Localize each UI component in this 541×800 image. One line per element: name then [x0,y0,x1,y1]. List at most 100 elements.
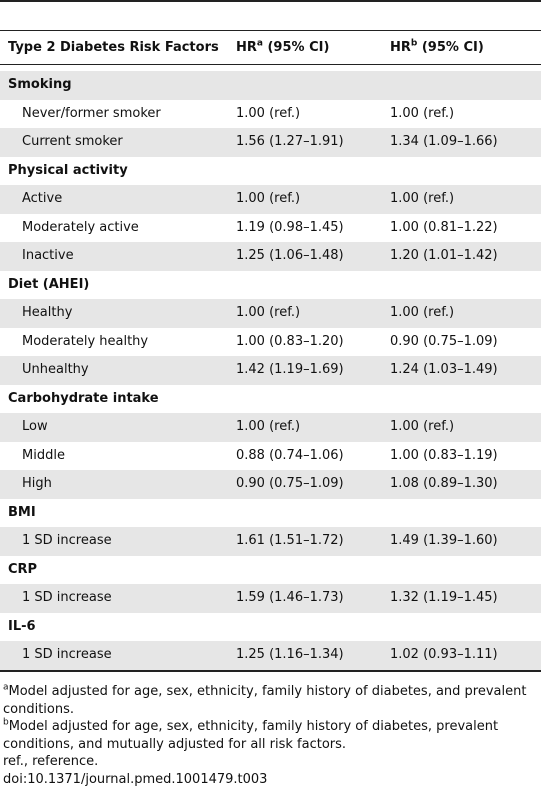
header-cell: Type 2 Diabetes Risk Factors [8,31,219,64]
cell: 0.90 (0.75–1.09) [236,470,344,499]
row-label: Low [22,419,48,434]
row-label: Never/former smoker [22,105,161,121]
footnotes: a Model adjusted for age, sex, ethnicity,… [3,683,539,788]
cell: Low [22,413,48,442]
cell: Physical activity [8,157,128,186]
cell: 1.00 (ref.) [236,299,300,328]
row-label: High [22,476,52,491]
hr-value: 1.34 (1.09–1.66) [390,134,498,149]
header-text: HR [390,40,411,55]
data-row: Moderately healthy 1.00 (0.83–1.20) 0.90 (… [0,327,541,357]
cell: BMI [8,499,36,528]
cell: 1.19 (0.98–1.45) [236,214,344,243]
data-row: Unhealthy 1.42 (1.19–1.69) 1.24 (1.03–1.49… [0,356,541,385]
cell: 1.00 (ref.) [236,185,300,214]
hr-value: 1.00 (ref.) [390,191,455,206]
row-label: Unhealthy [22,362,89,377]
cell: 1.25 (1.16–1.34) [236,641,344,670]
cell: 1.24 (1.03–1.49) [390,356,498,385]
row-label: 1 SD increase [22,533,112,548]
cell: 1.00 (ref.) [236,100,300,129]
superscript: b [410,38,418,49]
group-row: CRP [0,555,541,585]
footnote-text: ref., reference. [3,754,99,769]
superscript: a [256,38,263,49]
cell: 0.88 (0.74–1.06) [236,442,344,471]
cell: High [22,470,52,499]
header-text: Type 2 Diabetes Risk Factors [8,40,219,55]
data-row: Middle 0.88 (0.74–1.06) 1.00 (0.83–1.19) [0,441,541,471]
cell: 1 SD increase [22,527,112,556]
row-label: Moderately healthy [22,333,149,349]
cell: 1.42 (1.19–1.69) [236,356,344,385]
cell: Carbohydrate intake [8,385,159,414]
rule [0,669,541,672]
hr-value: 1.19 (0.98–1.45) [236,219,344,235]
cell: 1 SD increase [22,641,112,670]
cell: 1.00 (ref.) [390,299,454,328]
hr-value: 0.90 (0.75–1.09) [390,333,498,349]
cell: 1.49 (1.39–1.60) [390,527,498,556]
hr-value: 1.32 (1.19–1.45) [390,590,498,605]
superscript: a [3,682,9,693]
hr-value: 1.00 (0.81–1.22) [390,219,498,235]
hr-value: 1.61 (1.51–1.72) [236,533,344,548]
hr-value: 1.00 (ref.) [236,419,301,434]
row-label: 1 SD increase [22,590,112,605]
data-row: Inactive 1.25 (1.06–1.48) 1.20 (1.01–1.42) [0,242,541,271]
cell: 1.02 (0.93–1.11) [390,641,498,670]
cell: 1.00 (0.83–1.19) [390,442,498,471]
cell: 1.00 (ref.) [390,185,454,214]
rule [0,0,541,2]
row-label: Middle [22,447,65,463]
hr-value: 1.25 (1.06–1.48) [236,248,344,263]
cell: Middle [22,442,65,471]
group-row: Carbohydrate intake [0,384,541,414]
row-label: Moderately active [22,219,139,235]
data-row: 1 SD increase 1.59 (1.46–1.73) 1.32 (1.19–… [0,584,541,613]
footnote: aModel adjusted for age, sex, ethnicity,… [3,683,539,718]
data-row: Moderately active 1.19 (0.98–1.45) 1.00 (0… [0,213,541,243]
cell: 1.20 (1.01–1.42) [390,242,498,271]
cell: 1.00 (ref.) [390,413,454,442]
hr-value: 1.20 (1.01–1.42) [390,248,498,263]
hr-value: 1.42 (1.19–1.69) [236,362,344,377]
cell: 1.00 (0.81–1.22) [390,214,498,243]
cell: Moderately healthy [22,328,148,357]
group-label: CRP [8,561,38,577]
group-row: Diet (AHEI) [0,270,541,300]
rule [0,64,541,65]
cell: Active [22,185,62,214]
hr-value: 1.25 (1.16–1.34) [236,647,344,662]
footnote-text: Model adjusted for age, sex, ethnicity, … [3,719,499,752]
header-cell: HRb (95% CI) [390,31,484,64]
hr-value: 1.00 (ref.) [236,305,301,320]
cell: 1.08 (0.89–1.30) [390,470,498,499]
data-row: Never/former smoker 1.00 (ref.) 1.00 (ref.… [0,99,541,129]
hr-value: 1.59 (1.46–1.73) [236,590,344,605]
cell: 1.56 (1.27–1.91) [236,128,344,157]
hr-value: 1.00 (0.83–1.19) [390,447,498,463]
group-label: IL-6 [8,618,36,634]
cell: 1.34 (1.09–1.66) [390,128,498,157]
cell: Healthy [22,299,72,328]
hr-value: 1.00 (ref.) [390,419,455,434]
hr-value: 1.49 (1.39–1.60) [390,533,498,548]
data-row: Current smoker 1.56 (1.27–1.91) 1.34 (1.09… [0,128,541,157]
cell: Smoking [8,71,72,100]
cell: 1.61 (1.51–1.72) [236,527,344,556]
cell: Unhealthy [22,356,89,385]
row-label: 1 SD increase [22,647,112,662]
cell: 1 SD increase [22,584,112,613]
row-label: Active [22,191,63,206]
cell: Diet (AHEI) [8,271,89,300]
cell: Current smoker [22,128,123,157]
cell: CRP [8,556,37,585]
data-row: 1 SD increase 1.61 (1.51–1.72) 1.49 (1.39–… [0,527,541,556]
rule [0,30,541,31]
cell: 1.59 (1.46–1.73) [236,584,344,613]
hr-value: 1.00 (0.83–1.20) [236,333,344,349]
hr-value: 0.90 (0.75–1.09) [236,476,344,491]
data-row: 1 SD increase 1.25 (1.16–1.34) 1.02 (0.93–… [0,641,541,670]
cell: IL-6 [8,613,36,642]
